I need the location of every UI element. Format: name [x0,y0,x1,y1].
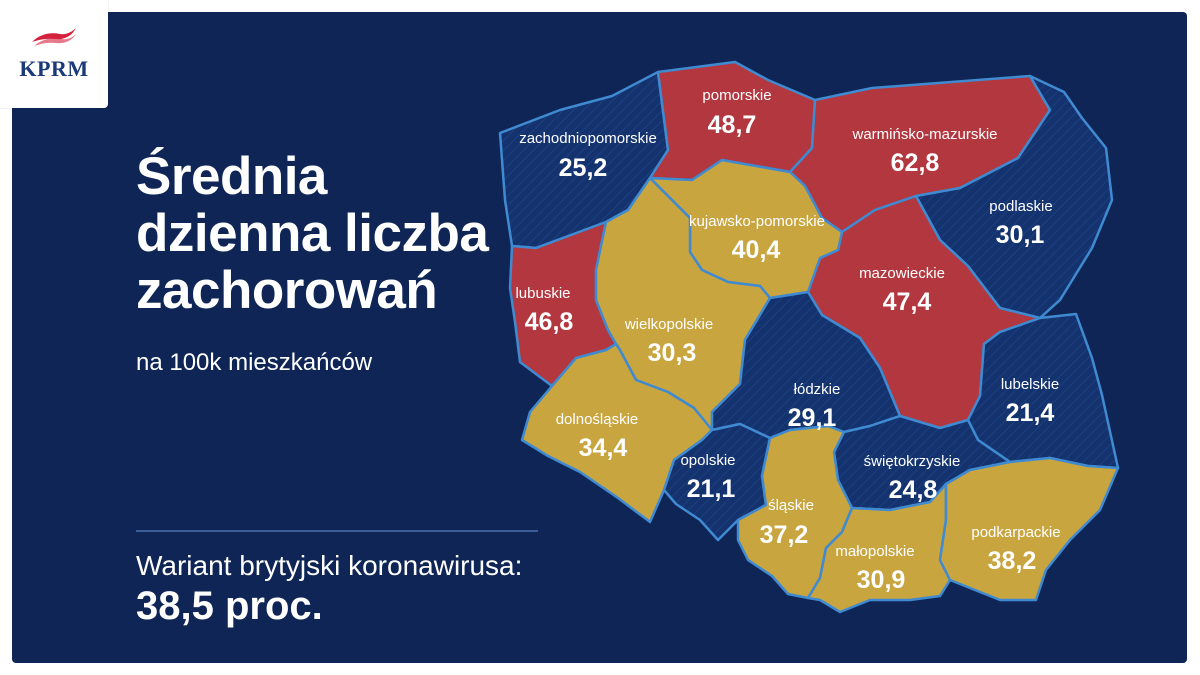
region-value: 30,1 [996,221,1045,249]
region-value: 29,1 [788,404,837,432]
headline: Średnia dzienna liczba zachorowań [136,148,576,319]
region-name: podkarpackie [971,524,1060,541]
region-value: 25,2 [559,154,608,182]
label-wielkopolskie: wielkopolskie 30,3 [624,316,713,367]
label-malopolskie: małopolskie 30,9 [835,543,914,594]
region-value: 24,8 [889,476,938,504]
headline-line-2: dzienna liczba [136,204,489,263]
region-name: warmińsko-mazurskie [851,126,997,143]
region-value: 30,3 [648,339,697,367]
region-value: 37,2 [760,521,809,549]
region-name: opolskie [680,452,735,469]
region-name: łódzkie [794,381,841,398]
divider [136,530,538,532]
label-zachodniopomorskie: zachodniopomorskie 25,2 [519,130,657,182]
region-value: 40,4 [732,236,781,264]
label-podkarpackie: podkarpackie 38,2 [971,524,1060,575]
region-name: zachodniopomorskie [519,130,657,147]
label-warminsko-mazurskie: warmińsko-mazurskie 62,8 [851,126,997,177]
region-value: 47,4 [883,288,932,316]
label-slaskie: śląskie 37,2 [760,497,814,549]
region-name: pomorskie [702,87,771,104]
region-name: małopolskie [835,543,914,560]
region-name: dolnośląskie [556,411,639,428]
variant-label: Wariant brytyjski koronawirusa: [136,550,523,581]
region-value: 21,4 [1006,399,1055,427]
label-kujawsko-pomorskie: kujawsko-pomorskie 40,4 [689,213,825,264]
region-value: 21,1 [687,475,736,503]
label-pomorskie: pomorskie 48,7 [702,87,771,139]
label-mazowieckie: mazowieckie 47,4 [859,265,945,316]
region-value: 34,4 [579,434,628,462]
region-name: podlaskie [989,198,1052,215]
variant-value: 38,5 proc. [136,584,323,628]
region-malopolskie [806,482,952,614]
region-podkarpackie [938,456,1120,602]
infographic-card: zachodniopomorskie 25,2 pomorskie 48,7 w… [12,12,1187,663]
kprm-logo[interactable]: KPRM [0,0,108,108]
headline-line-3: zachorowań [136,261,438,320]
headline-line-1: Średnia [136,147,327,206]
label-opolskie: opolskie 21,1 [680,452,735,503]
flag-icon [32,28,76,46]
region-name: świętokrzyskie [864,453,961,470]
region-name: wielkopolskie [624,316,713,333]
region-value: 38,2 [988,547,1037,575]
label-dolnoslaskie: dolnośląskie 34,4 [556,411,639,462]
label-lodzkie: łódzkie 29,1 [788,381,841,432]
region-value: 30,9 [857,566,906,594]
region-name: lubelskie [1001,376,1059,393]
logo-text: KPRM [19,56,89,81]
region-name: mazowieckie [859,265,945,282]
headline-subtitle: na 100k mieszkańców [136,349,373,376]
region-value: 62,8 [891,149,940,177]
poland-voivodeship-map: zachodniopomorskie 25,2 pomorskie 48,7 w… [498,60,1120,614]
region-name: kujawsko-pomorskie [689,213,825,230]
region-value: 46,8 [525,308,574,336]
label-lubelskie: lubelskie 21,4 [1001,376,1059,427]
region-value: 48,7 [708,111,757,139]
label-swietokrzyskie: świętokrzyskie 24,8 [864,453,961,504]
region-name: śląskie [768,497,814,514]
label-podlaskie: podlaskie 30,1 [989,198,1052,249]
label-lubuskie: lubuskie 46,8 [515,285,573,336]
region-name: lubuskie [515,285,570,302]
